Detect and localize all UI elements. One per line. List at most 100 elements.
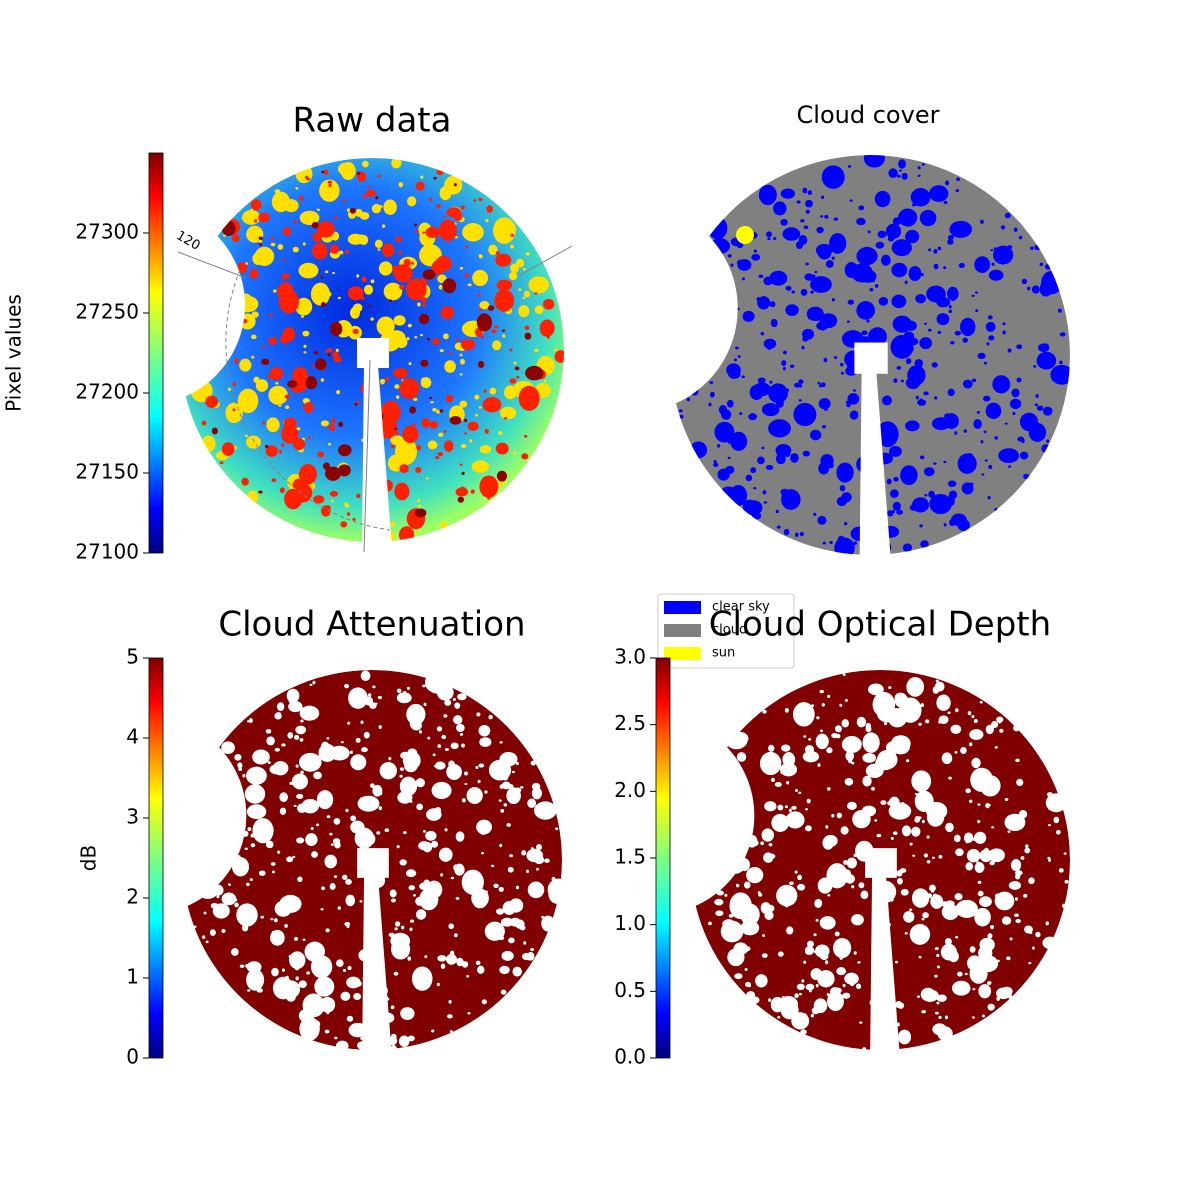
image-blob [495, 251, 500, 256]
image-blob [250, 237, 254, 242]
image-blob [273, 918, 278, 923]
image-blob [874, 859, 878, 862]
image-blob [840, 362, 844, 367]
image-blob [740, 920, 760, 936]
image-blob [1028, 961, 1032, 965]
image-blob [241, 318, 248, 324]
image-blob [212, 795, 217, 799]
image-blob [877, 230, 887, 239]
image-blob [709, 381, 714, 384]
image-blob [856, 217, 866, 226]
image-blob [432, 337, 440, 346]
image-blob [957, 971, 963, 977]
image-blob [459, 732, 464, 736]
image-blob [443, 714, 448, 718]
image-blob [444, 360, 456, 373]
image-blob [804, 273, 814, 281]
image-blob [791, 290, 796, 294]
image-blob [943, 523, 947, 527]
image-blob [548, 884, 567, 904]
image-blob [841, 735, 862, 754]
image-blob [1044, 263, 1053, 270]
image-blob [889, 897, 894, 902]
image-blob [284, 394, 290, 399]
image-blob [305, 833, 318, 847]
image-blob [874, 370, 878, 373]
image-blob [530, 760, 536, 766]
image-blob [829, 233, 847, 254]
image-blob [918, 816, 922, 820]
image-blob [227, 387, 232, 392]
image-blob [421, 418, 431, 428]
image-blob [420, 334, 424, 337]
image-blob [892, 217, 902, 226]
image-blob [373, 511, 378, 514]
image-blob [808, 738, 812, 741]
image-blob [686, 397, 691, 402]
image-blob [1033, 365, 1037, 368]
image-blob [510, 244, 514, 249]
image-blob [479, 445, 492, 454]
image-blob [425, 477, 429, 480]
image-blob [750, 467, 757, 474]
sun-marker [736, 226, 754, 244]
image-blob [958, 902, 962, 907]
image-blob [265, 445, 278, 457]
image-blob [778, 996, 799, 1013]
image-blob [508, 937, 515, 944]
image-blob [998, 720, 1002, 724]
image-blob [500, 917, 514, 927]
image-blob [546, 335, 550, 339]
image-blob [478, 406, 482, 409]
image-blob [438, 284, 443, 290]
image-blob [1004, 422, 1008, 425]
image-blob [235, 295, 259, 313]
image-blob [298, 809, 302, 812]
image-blob [454, 863, 465, 876]
image-blob [931, 362, 938, 368]
image-blob [891, 738, 911, 755]
image-blob [849, 410, 859, 420]
image-blob [317, 451, 324, 458]
image-blob [896, 870, 903, 877]
image-blob [361, 845, 365, 849]
image-blob [878, 296, 889, 306]
image-blob [301, 758, 305, 762]
image-blob [696, 329, 710, 342]
image-blob [492, 217, 516, 244]
image-blob [938, 1015, 942, 1020]
image-blob [726, 757, 732, 763]
image-blob [781, 360, 787, 366]
image-blob [936, 296, 951, 308]
image-blob [370, 317, 374, 321]
image-blob [237, 762, 243, 769]
image-blob [761, 828, 775, 842]
image-blob [269, 764, 284, 775]
image-blob [295, 164, 313, 184]
image-blob [691, 275, 696, 280]
image-blob [1058, 868, 1064, 873]
image-blob [757, 456, 765, 465]
image-blob [307, 1019, 321, 1029]
image-blob [314, 976, 335, 997]
image-blob [926, 835, 930, 839]
image-blob [866, 319, 870, 323]
image-blob [831, 813, 835, 818]
image-blob [848, 334, 862, 346]
image-blob [390, 435, 404, 446]
image-blob [390, 444, 395, 449]
image-blob [944, 937, 952, 946]
image-blob [483, 389, 487, 393]
image-blob [707, 780, 716, 788]
image-blob [981, 1014, 986, 1018]
image-blob [760, 331, 765, 336]
image-blob [844, 261, 859, 278]
image-blob [707, 921, 712, 926]
image-blob [453, 933, 458, 938]
image-blob [892, 501, 901, 511]
image-blob [896, 365, 902, 370]
image-blob [277, 712, 281, 716]
image-blob [986, 981, 992, 986]
image-blob [848, 165, 852, 168]
image-blob [326, 815, 331, 819]
